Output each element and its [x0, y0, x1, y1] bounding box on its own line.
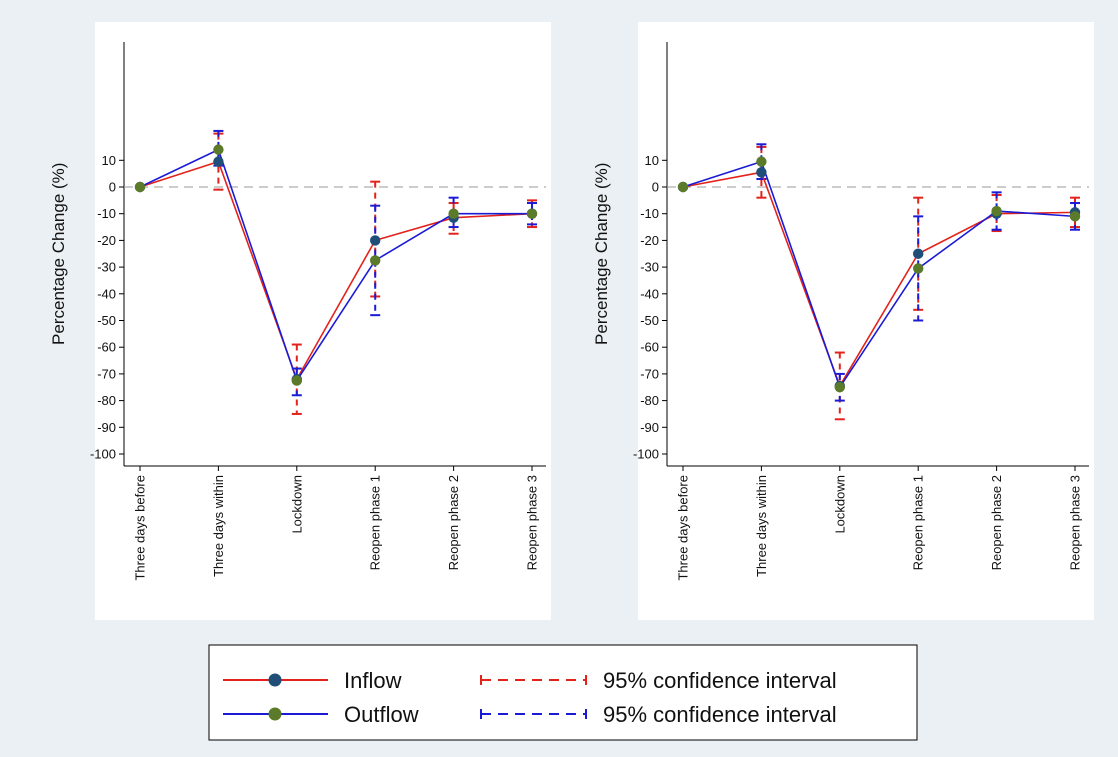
x-tick-label: Reopen phase 3	[525, 475, 540, 570]
legend: Inflow 95% confidence interval Outflow 95% …	[208, 644, 918, 741]
y-tick-label: -70	[640, 366, 659, 381]
y-tick-label: -50	[97, 313, 116, 328]
y-tick-label: 10	[102, 153, 116, 168]
x-tick-label: Reopen phase 1	[911, 475, 926, 570]
outflow-point	[291, 375, 302, 386]
x-tick-label: Three days before	[676, 475, 691, 581]
x-tick-label: Three days within	[754, 475, 769, 577]
inflow-point	[913, 248, 924, 259]
outflow-point	[1069, 211, 1081, 222]
y-axis-title: Percentage Change (%)	[49, 163, 68, 345]
panel-2: 10 0 -10 -20 -30 -40 -50 -60 -70 -80 -90 -100 Percen…	[592, 22, 1094, 620]
x-tick-label: Reopen phase 1	[368, 475, 383, 570]
outflow-point	[134, 181, 146, 193]
x-tick-label: Lockdown	[832, 475, 847, 534]
legend-label: Outflow	[344, 702, 419, 727]
y-axis-title: Percentage Change (%)	[592, 163, 611, 345]
outflow-point	[448, 208, 459, 219]
legend-label: 95% confidence interval	[603, 702, 837, 727]
y-tick-label: 0	[652, 180, 659, 195]
y-tick-label: -30	[640, 260, 659, 275]
x-tick-label: Lockdown	[289, 475, 304, 534]
y-tick-label: -80	[97, 393, 116, 408]
outflow-point	[677, 181, 689, 193]
inflow-line	[139, 160, 533, 382]
x-tick-label: Reopen phase 2	[989, 475, 1004, 570]
panel-1: 10 0 -10 -20 -30 -40 -50 -60 -70 -80 -90 -100 Percen…	[49, 22, 551, 620]
y-tick-label: 0	[109, 180, 116, 195]
y-tick-label: -30	[97, 260, 116, 275]
y-tick-label: -40	[640, 286, 659, 301]
legend-label: Inflow	[344, 668, 402, 693]
inflow-line	[682, 171, 1076, 388]
outflow-point	[756, 156, 767, 167]
outflow-line	[682, 160, 1076, 390]
legend-marker-sample	[268, 707, 282, 721]
y-tick-label: -40	[97, 286, 116, 301]
y-tick-label: -20	[640, 233, 659, 248]
outflow-point	[526, 208, 538, 219]
y-tick-label: -90	[97, 420, 116, 435]
x-tick-label: Reopen phase 3	[1068, 475, 1083, 570]
y-tick-label: -90	[640, 420, 659, 435]
outflow-point	[834, 382, 845, 393]
plot-region	[638, 22, 1094, 620]
y-tick-label: -60	[97, 340, 116, 355]
legend-box	[208, 644, 918, 741]
y-tick-label: -20	[97, 233, 116, 248]
outflow-point	[370, 255, 381, 266]
outflow-point	[913, 263, 924, 274]
x-tick-label: Three days before	[133, 475, 148, 581]
outflow-line	[139, 148, 532, 383]
y-tick-label: -80	[640, 393, 659, 408]
outflow-point	[991, 205, 1002, 217]
plot-region	[95, 22, 551, 620]
y-tick-label: -70	[97, 366, 116, 381]
y-tick-label: -100	[90, 447, 116, 462]
y-tick-label: -10	[640, 206, 659, 221]
y-tick-label: 10	[645, 153, 659, 168]
inflow-point	[213, 156, 224, 167]
y-tick-label: -10	[97, 206, 116, 221]
y-tick-label: -60	[640, 340, 659, 355]
inflow-point	[370, 235, 381, 246]
y-tick-label: -50	[640, 313, 659, 328]
legend-marker-sample	[268, 673, 282, 687]
legend-label: 95% confidence interval	[603, 668, 837, 693]
x-tick-label: Reopen phase 2	[446, 475, 461, 570]
y-tick-label: -100	[633, 447, 659, 462]
x-tick-label: Three days within	[211, 475, 226, 577]
outflow-point	[213, 144, 224, 155]
inflow-point	[756, 167, 767, 178]
